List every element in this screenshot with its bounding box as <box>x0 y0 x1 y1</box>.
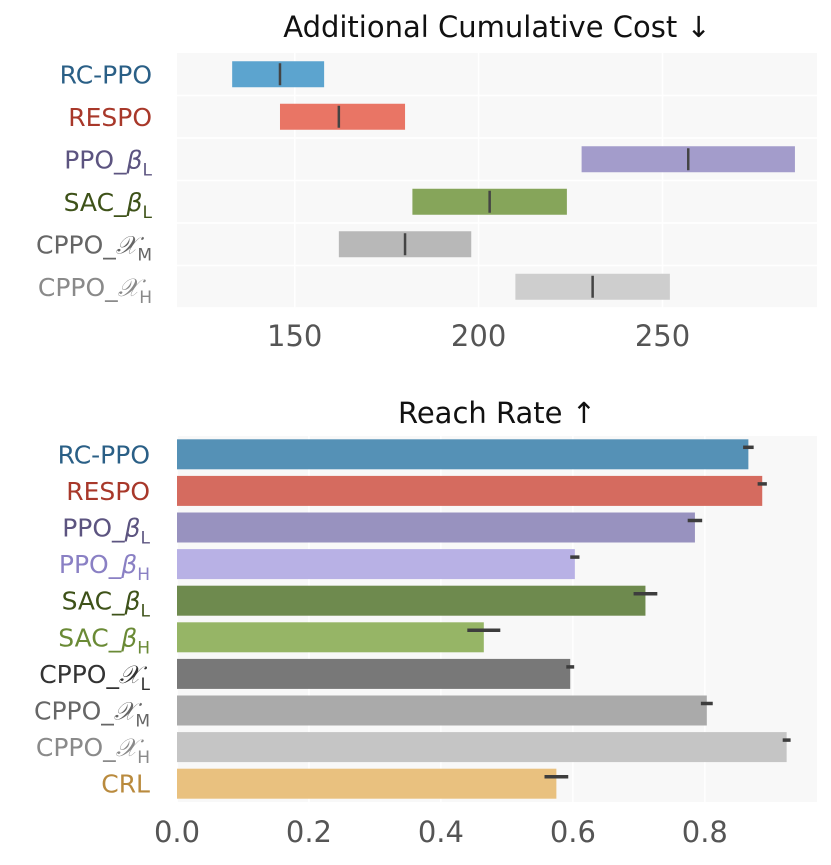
cost-chart-title: Additional Cumulative Cost ↓ <box>283 10 711 44</box>
reach-bar-cppo-xh <box>177 732 787 763</box>
y-label-cppo-xm: CPPO_𝒳M <box>34 697 150 732</box>
y-label-base: CPPO_ <box>36 230 116 259</box>
y-label-symbol: β <box>124 514 141 543</box>
y-label-base: RC-PPO <box>58 440 150 469</box>
reach-bar-rc-ppo <box>177 439 749 470</box>
y-label-cppo-xl: CPPO_𝒳L <box>39 660 150 695</box>
y-label-subscript: H <box>137 638 150 658</box>
y-label-subscript: H <box>137 565 150 585</box>
y-label-base: RC-PPO <box>60 60 152 89</box>
y-label-sac-betal: SAC_βL <box>64 188 153 223</box>
y-label-subscript: M <box>137 245 152 265</box>
y-label-sac-betah: SAC_βH <box>58 623 150 658</box>
y-label-cppo-xm: CPPO_𝒳M <box>36 230 152 265</box>
reach-x-tick-label: 0.0 <box>154 815 200 849</box>
y-label-base: RESPO <box>66 477 150 506</box>
reach-bar-sac-betah <box>177 622 484 653</box>
y-label-sac-betal: SAC_βL <box>62 587 151 622</box>
y-label-crl: CRL <box>101 770 150 799</box>
y-label-base: CPPO_ <box>34 697 114 726</box>
y-label-cppo-xh: CPPO_𝒳H <box>36 733 150 768</box>
reach-bar-ppo-betah <box>177 549 575 580</box>
y-label-base: SAC_ <box>64 188 127 217</box>
reach-bar-cppo-xl <box>177 658 571 689</box>
y-label-subscript: H <box>139 288 152 308</box>
y-label-base: SAC_ <box>58 623 121 652</box>
y-label-subscript: H <box>137 748 150 768</box>
reach-bar-crl <box>177 768 557 799</box>
y-label-symbol: β <box>120 623 137 652</box>
y-label-symbol: β <box>120 550 137 579</box>
reach-chart-title: Reach Rate ↑ <box>398 396 596 430</box>
y-label-subscript: M <box>135 712 150 732</box>
y-label-subscript: L <box>143 160 153 180</box>
y-label-base: CPPO_ <box>38 273 118 302</box>
y-label-symbol: β <box>126 145 143 174</box>
cost-range-bar-respo <box>279 103 406 130</box>
reach-bar-ppo-betal <box>177 512 695 543</box>
cost-x-tick-label: 150 <box>267 319 322 353</box>
y-label-rc-ppo: RC-PPO <box>58 440 150 469</box>
reach-chart-panel: 0.0 0.2 0.4 0.6 0.8 RC-PPORESPOPPO_βLPPO_βHS… <box>34 396 817 849</box>
y-label-subscript: L <box>141 529 151 549</box>
reach-bar-cppo-xm <box>177 695 707 726</box>
y-label-base: PPO_ <box>64 145 127 174</box>
y-label-ppo-betal: PPO_βL <box>62 514 150 549</box>
y-label-ppo-betal: PPO_βL <box>64 145 152 180</box>
y-label-rc-ppo: RC-PPO <box>60 60 152 89</box>
y-label-base: RESPO <box>68 103 152 132</box>
y-label-base: PPO_ <box>59 550 122 579</box>
cost-chart-panel: 150 200 250 RC-PPORESPOPPO_βLSAC_βLCPPO_𝒳M… <box>36 10 817 353</box>
y-label-base: CPPO_ <box>39 660 119 689</box>
y-label-subscript: L <box>143 203 153 223</box>
cost-x-tick-label: 200 <box>451 319 506 353</box>
y-label-base: PPO_ <box>62 514 125 543</box>
y-label-base: CRL <box>101 770 150 799</box>
y-label-respo: RESPO <box>68 103 152 132</box>
reach-x-tick-label: 0.8 <box>682 815 728 849</box>
reach-x-tick-label: 0.4 <box>418 815 464 849</box>
reach-x-tick-label: 0.2 <box>286 815 332 849</box>
y-label-respo: RESPO <box>66 477 150 506</box>
y-label-cppo-xh: CPPO_𝒳H <box>38 273 152 308</box>
y-label-ppo-betah: PPO_βH <box>59 550 150 585</box>
reach-bar-sac-betal <box>177 585 646 616</box>
y-label-base: CPPO_ <box>36 733 116 762</box>
y-label-subscript: L <box>141 602 151 622</box>
reach-bar-respo <box>177 475 763 506</box>
y-label-base: SAC_ <box>62 587 125 616</box>
y-label-subscript: L <box>141 675 151 695</box>
y-label-symbol: β <box>126 188 143 217</box>
cost-x-tick-label: 250 <box>635 319 690 353</box>
reach-x-tick-label: 0.6 <box>550 815 596 849</box>
cost-range-bar-rc-ppo <box>232 61 325 88</box>
y-label-symbol: β <box>124 587 141 616</box>
